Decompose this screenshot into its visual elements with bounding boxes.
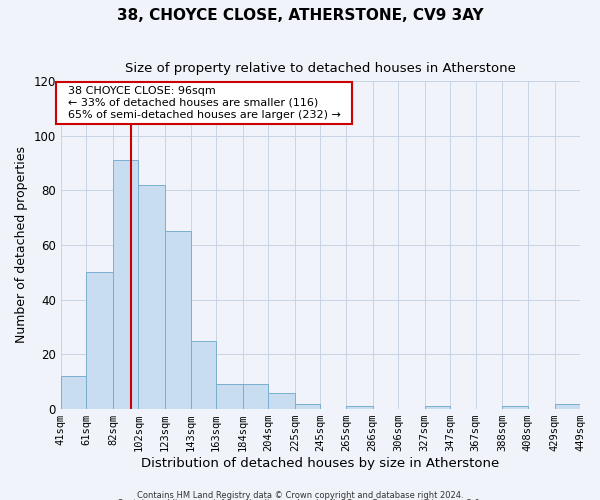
Bar <box>86 272 113 409</box>
Bar <box>502 406 528 409</box>
Bar <box>61 376 86 409</box>
Bar <box>425 406 450 409</box>
Bar <box>268 392 295 409</box>
Bar <box>216 384 243 409</box>
Bar <box>191 340 216 409</box>
X-axis label: Distribution of detached houses by size in Atherstone: Distribution of detached houses by size … <box>141 457 500 470</box>
Bar <box>165 232 191 409</box>
Bar <box>346 406 373 409</box>
Bar <box>295 404 320 409</box>
Text: Contains HM Land Registry data © Crown copyright and database right 2024.: Contains HM Land Registry data © Crown c… <box>137 490 463 500</box>
Text: 38 CHOYCE CLOSE: 96sqm
  ← 33% of detached houses are smaller (116)
  65% of sem: 38 CHOYCE CLOSE: 96sqm ← 33% of detached… <box>61 86 347 120</box>
Bar <box>139 185 165 409</box>
Title: Size of property relative to detached houses in Atherstone: Size of property relative to detached ho… <box>125 62 516 76</box>
Bar <box>243 384 268 409</box>
Bar <box>554 404 580 409</box>
Text: Contains public sector information licensed under the Open Government Licence v3: Contains public sector information licen… <box>118 499 482 500</box>
Text: 38, CHOYCE CLOSE, ATHERSTONE, CV9 3AY: 38, CHOYCE CLOSE, ATHERSTONE, CV9 3AY <box>116 8 484 22</box>
Y-axis label: Number of detached properties: Number of detached properties <box>15 146 28 344</box>
Bar <box>113 160 139 409</box>
